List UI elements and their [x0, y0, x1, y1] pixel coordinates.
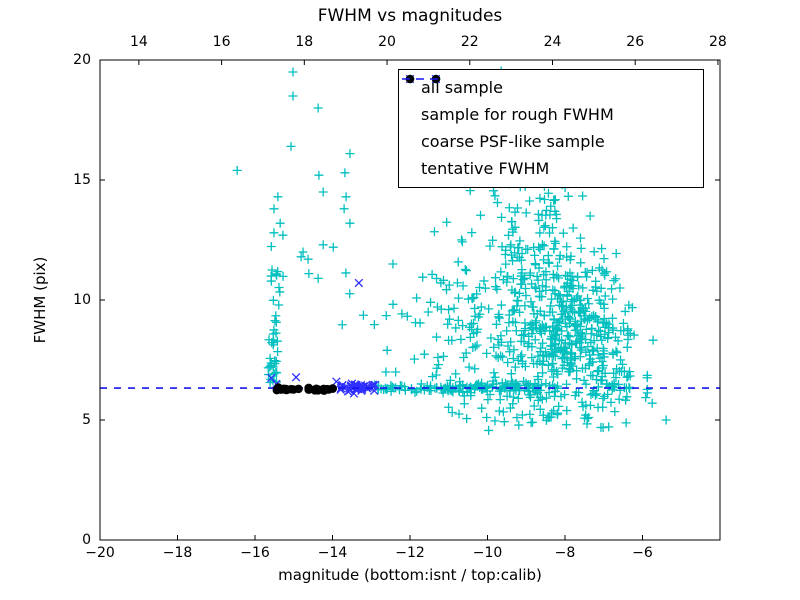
- top-tick-label: 18: [295, 34, 314, 50]
- x-tick-label: −6: [632, 545, 653, 561]
- plot-data-layer: [100, 66, 720, 435]
- series-coarse-PSF-like-sample: [272, 383, 337, 395]
- x-tick-label: −18: [162, 545, 193, 561]
- y-tick-label: 15: [73, 172, 91, 188]
- x-tick-label: −8: [554, 545, 576, 561]
- y-tick-label: 10: [73, 292, 91, 308]
- legend-label: tentative FWHM: [421, 159, 550, 179]
- top-tick-label: 20: [378, 34, 396, 50]
- legend: all sample sample for rough FWHM coarse …: [398, 69, 704, 188]
- top-tick-label: 22: [460, 34, 479, 50]
- legend-entry-tentative-fwhm: tentative FWHM: [402, 78, 697, 182]
- series-sample-for-rough-FWHM: [267, 278, 380, 398]
- axis-ticks: [99, 59, 720, 541]
- legend-entry-psf-sample: coarse PSF-like sample: [405, 74, 697, 155]
- x-tick-label: −16: [240, 545, 270, 561]
- x-tick-label: −14: [317, 545, 348, 561]
- legend-label: coarse PSF-like sample: [421, 132, 605, 152]
- x-tick-label: −10: [472, 545, 503, 561]
- chart-title: FWHM vs magnitudes: [317, 6, 503, 26]
- y-tick-label: 5: [82, 412, 91, 428]
- legend-entry-all-sample: all sample: [405, 74, 697, 101]
- legend-label: all sample: [421, 77, 503, 97]
- top-tick-label: 16: [212, 34, 231, 50]
- legend-label: sample for rough FWHM: [421, 104, 614, 124]
- top-tick-label: 28: [709, 34, 727, 50]
- x-tick-label: −20: [85, 545, 115, 561]
- y-axis-label: FWHM (pix): [31, 256, 49, 344]
- top-tick-label: 24: [543, 34, 562, 50]
- y-tick-label: 20: [73, 52, 91, 68]
- top-tick-label: 14: [129, 34, 148, 50]
- x-tick-label: −12: [395, 545, 425, 561]
- top-tick-label: 26: [626, 34, 645, 50]
- x-axis-label: magnitude (bottom:isnt / top:calib): [278, 566, 542, 584]
- legend-entry-rough-fwhm: sample for rough FWHM: [405, 74, 697, 128]
- y-tick-label: 0: [82, 532, 91, 548]
